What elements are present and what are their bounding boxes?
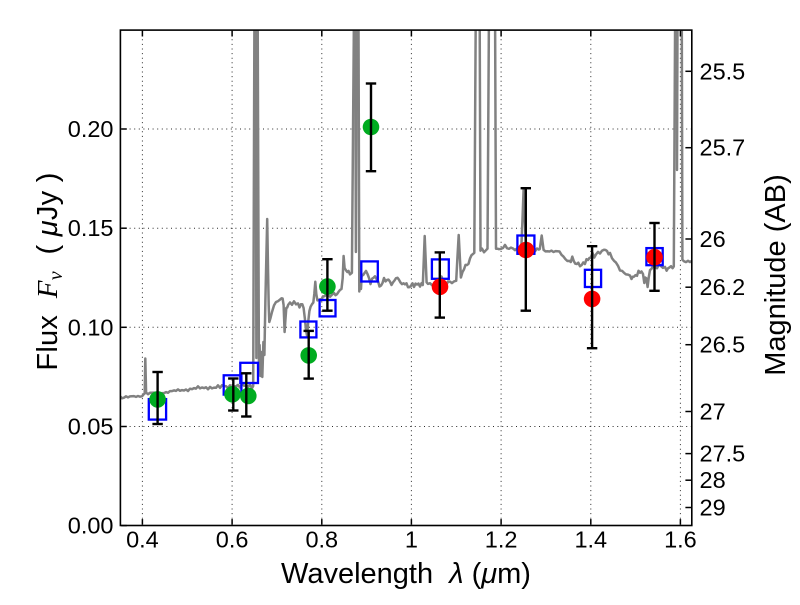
svg-text:0.20: 0.20 bbox=[68, 116, 114, 142]
svg-text:Magnitude (AB): Magnitude (AB) bbox=[760, 174, 792, 376]
svg-text:26.5: 26.5 bbox=[700, 332, 746, 358]
svg-text:25.5: 25.5 bbox=[700, 58, 746, 84]
svg-text:28: 28 bbox=[700, 467, 726, 493]
svg-text:Wavelength λ (μm): Wavelength λ (μm) bbox=[281, 558, 531, 590]
svg-text:0.00: 0.00 bbox=[68, 513, 114, 539]
svg-text:1.4: 1.4 bbox=[574, 527, 607, 553]
svg-text:0.6: 0.6 bbox=[216, 527, 249, 553]
svg-text:26.2: 26.2 bbox=[700, 274, 746, 300]
svg-text:27.5: 27.5 bbox=[700, 441, 746, 467]
svg-text:0.4: 0.4 bbox=[126, 527, 159, 553]
svg-text:27: 27 bbox=[700, 399, 726, 425]
svg-text:1: 1 bbox=[405, 527, 418, 553]
svg-text:Flux Fν ( μJy ): Flux Fν ( μJy ) bbox=[32, 172, 67, 370]
svg-text:0.10: 0.10 bbox=[68, 314, 114, 340]
svg-text:1.6: 1.6 bbox=[664, 527, 697, 553]
svg-text:0.8: 0.8 bbox=[305, 527, 338, 553]
svg-text:25.7: 25.7 bbox=[700, 135, 746, 161]
svg-text:26: 26 bbox=[700, 226, 726, 252]
svg-text:0.05: 0.05 bbox=[68, 414, 114, 440]
svg-text:29: 29 bbox=[700, 495, 726, 521]
svg-text:0.15: 0.15 bbox=[68, 215, 114, 241]
svg-text:1.2: 1.2 bbox=[485, 527, 518, 553]
